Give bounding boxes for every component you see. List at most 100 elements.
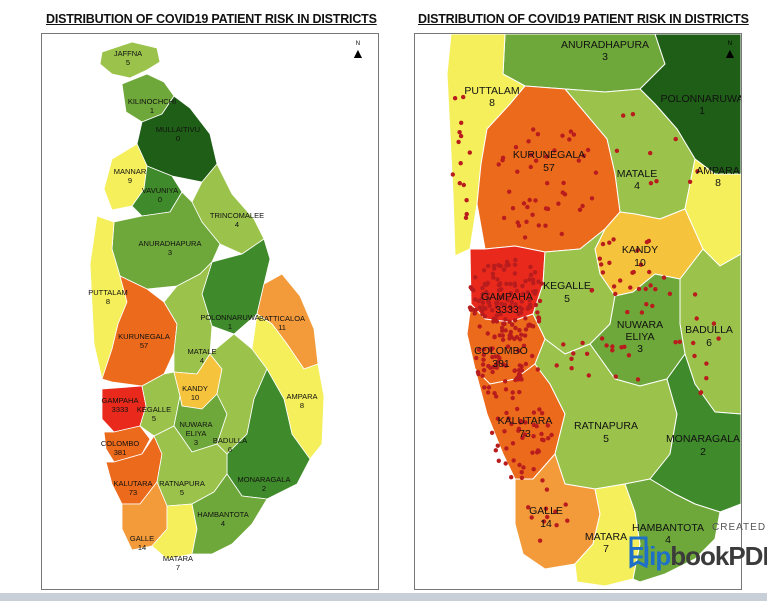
patient-point	[507, 319, 512, 324]
patient-point	[545, 514, 550, 520]
patient-point	[593, 170, 599, 175]
patient-point	[537, 407, 542, 412]
patient-point	[519, 470, 524, 475]
value-monaragala: 2	[262, 484, 266, 493]
patient-point	[464, 198, 469, 203]
patient-point	[527, 277, 532, 282]
patient-point	[549, 432, 554, 438]
patient-point	[536, 319, 542, 324]
patient-point	[504, 410, 509, 416]
zoom-value-puttalam: 8	[489, 97, 495, 109]
patient-point	[553, 509, 558, 514]
patient-point	[541, 438, 546, 443]
label-kilinochchi: KILINOCHCHI	[128, 97, 176, 106]
patient-point	[518, 418, 524, 424]
patient-point	[691, 340, 696, 346]
label-ampara: AMPARA	[286, 392, 317, 401]
patient-point	[499, 301, 504, 306]
patient-point	[576, 158, 581, 163]
patient-point	[508, 281, 513, 287]
patient-point	[515, 169, 520, 174]
patient-point	[544, 154, 549, 159]
patient-point	[531, 127, 536, 132]
patient-point	[503, 387, 509, 392]
patient-point	[521, 465, 526, 470]
patient-point	[643, 286, 648, 292]
patient-point	[520, 283, 525, 289]
patient-point	[619, 345, 624, 350]
patient-point	[600, 270, 606, 275]
patient-point	[539, 411, 545, 416]
patient-point	[485, 281, 490, 286]
patient-point	[530, 277, 536, 282]
patient-point	[560, 190, 565, 195]
patient-point	[485, 298, 491, 304]
patient-point	[481, 352, 486, 357]
patient-point	[526, 505, 531, 510]
value-matara: 7	[176, 563, 180, 572]
patient-point	[523, 327, 529, 332]
patient-point	[527, 297, 532, 303]
patient-point	[568, 129, 574, 134]
patient-point	[509, 475, 514, 480]
patient-point	[673, 340, 678, 345]
patient-point	[571, 132, 577, 137]
patient-point	[512, 262, 518, 267]
patient-point	[529, 515, 534, 520]
zoom-label-ampara: AMPARA	[696, 165, 740, 177]
value-galle: 14	[138, 543, 146, 552]
patient-point	[472, 311, 477, 316]
patient-point	[479, 296, 484, 301]
label-kurunegala: KURUNEGALA	[118, 332, 170, 341]
patient-point	[650, 303, 655, 309]
patient-point	[480, 300, 485, 305]
zoom-label-hambantota: HAMBANTOTA	[632, 522, 704, 534]
patient-point	[500, 333, 505, 338]
patient-point	[561, 180, 566, 186]
zoom-label-eliya: ELIYA	[626, 331, 655, 343]
north-arrow-left-icon: N ▲	[351, 40, 365, 60]
patient-point	[512, 281, 517, 286]
flipbookpdf-logo: Flip bookPDF	[628, 536, 767, 576]
patient-point	[497, 356, 502, 361]
patient-point	[496, 162, 501, 167]
patient-point	[519, 299, 524, 304]
patient-point	[552, 148, 557, 153]
patient-point	[625, 309, 630, 315]
label-ratnapura: RATNAPURA	[159, 479, 205, 488]
patient-point	[626, 353, 632, 358]
label-puttalam: PUTTALAM	[88, 288, 127, 297]
patient-points	[450, 94, 721, 543]
patient-point	[510, 441, 516, 446]
value-kurunegala: 57	[140, 341, 148, 350]
patient-point	[528, 264, 533, 270]
patient-point	[644, 239, 650, 245]
patient-point	[519, 475, 525, 480]
patient-point	[492, 335, 497, 340]
patient-point	[476, 347, 482, 352]
patient-point	[504, 259, 510, 264]
zoom-label-badulla: BADULLA	[685, 324, 733, 336]
patient-point	[515, 220, 520, 225]
zoom-label-anuradhapura: ANURADHAPURA	[561, 39, 649, 51]
label-monaragala: MONARAGALA	[238, 475, 291, 484]
zoom-label-puttalam: PUTTALAM	[464, 85, 519, 97]
patient-point	[505, 297, 510, 303]
patient-point	[561, 342, 566, 347]
left-map-frame: JAFFNA 5 KILINOCHCHI 1 MULLAITIVU 0 MANN…	[41, 33, 379, 590]
patient-point	[494, 304, 499, 310]
patient-point	[481, 368, 487, 373]
label-kegalle: KEGALLE	[137, 405, 171, 414]
patient-point	[531, 280, 536, 286]
patient-point	[563, 502, 568, 507]
patient-point	[473, 307, 478, 313]
patient-point	[673, 136, 678, 142]
patient-point	[503, 363, 508, 368]
patient-point	[497, 281, 503, 286]
patient-point	[457, 181, 462, 186]
patient-point	[513, 325, 518, 331]
patient-point	[513, 257, 518, 263]
patient-point	[654, 179, 659, 184]
district-matale	[163, 261, 213, 375]
patient-point	[610, 348, 615, 353]
